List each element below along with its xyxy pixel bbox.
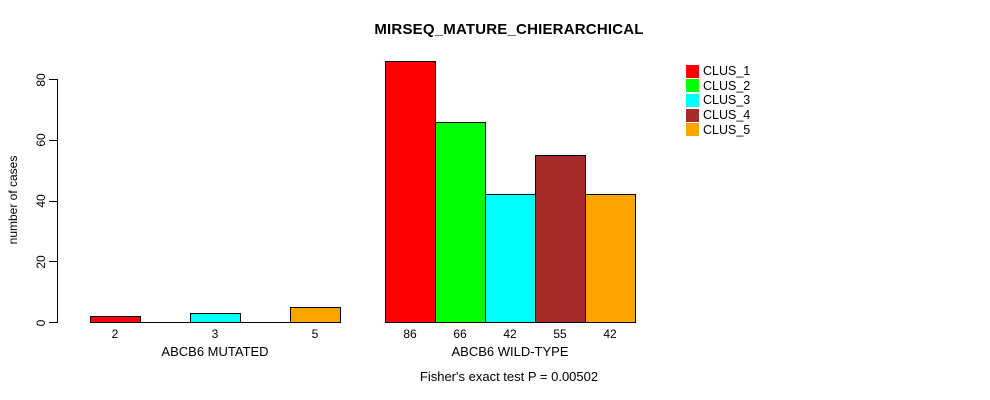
legend-swatch-icon: [686, 93, 699, 107]
bar-value-label: 42: [503, 327, 517, 341]
legend-swatch-icon: [686, 79, 699, 93]
bar-clus_2-group1: [435, 121, 486, 323]
legend-label: CLUS_5: [703, 122, 751, 137]
legend-item-clus_2: CLUS_2: [686, 79, 750, 93]
y-axis-tick-label: 0: [34, 319, 48, 326]
y-axis-tick-label: 60: [34, 133, 48, 147]
legend-swatch-icon: [686, 123, 699, 137]
legend-swatch-icon: [686, 108, 699, 122]
legend-label: CLUS_3: [703, 93, 751, 108]
y-axis-tick-label: 80: [34, 72, 48, 87]
y-axis-tick: [49, 200, 57, 202]
bar-value-label: 55: [553, 327, 567, 341]
legend-swatch-icon: [686, 64, 699, 78]
bar-value-label: 3: [211, 327, 219, 341]
bar-value-label: 42: [603, 327, 617, 341]
bar-clus_5-group0: [290, 306, 341, 323]
chart-title: MIRSEQ_MATURE_CHIERARCHICAL: [374, 21, 644, 38]
y-axis-tick: [49, 261, 57, 263]
bar-clus_1-group0: [90, 315, 141, 323]
bar-clus_4-group1: [535, 154, 586, 323]
bar-value-label: 86: [403, 327, 417, 341]
x-group-label-mutated: ABCB6 MUTATED: [161, 344, 269, 359]
x-group-label-wildtype: ABCB6 WILD-TYPE: [451, 344, 569, 359]
y-axis-tick-label: 20: [34, 255, 48, 269]
legend-label: CLUS_2: [703, 78, 751, 93]
legend-item-clus_1: CLUS_1: [686, 64, 750, 78]
fisher-test-annotation: Fisher's exact test P = 0.00502: [419, 369, 599, 384]
y-axis-tick: [49, 139, 57, 141]
y-axis-tick: [49, 322, 57, 323]
y-axis-tick: [49, 79, 57, 80]
legend-item-clus_3: CLUS_3: [686, 93, 750, 107]
bar-value-label: 5: [311, 327, 319, 341]
bar-clus_5-group1: [585, 194, 636, 323]
legend-label: CLUS_1: [703, 64, 751, 78]
y-axis-tick-label: 40: [34, 194, 48, 208]
bar-clus_3-group1: [485, 194, 536, 323]
legend-item-clus_4: CLUS_4: [686, 108, 750, 122]
bar-value-label: 66: [453, 327, 467, 341]
bar-value-label: 2: [111, 327, 119, 341]
bar-clus_3-group0: [190, 312, 241, 323]
legend-label: CLUS_4: [703, 108, 751, 123]
y-axis-line: [57, 79, 58, 323]
bar-clus_1-group1: [385, 60, 436, 323]
legend-item-clus_5: CLUS_5: [686, 123, 750, 137]
